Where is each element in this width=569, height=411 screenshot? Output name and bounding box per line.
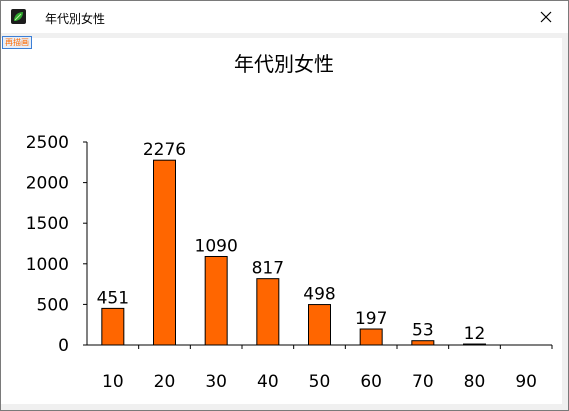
x-tick-label: 40 <box>257 372 279 392</box>
y-tick-label: 1000 <box>26 255 69 275</box>
bar <box>359 328 383 346</box>
y-tick-label: 2500 <box>26 133 69 153</box>
y-tick-label: 1500 <box>26 214 69 234</box>
bar <box>256 278 280 346</box>
chart-title: 年代別女性 <box>234 52 334 76</box>
redraw-button[interactable]: 再描画 <box>2 36 32 49</box>
bar <box>101 307 125 346</box>
close-icon <box>540 8 552 27</box>
window-title: 年代別女性 <box>45 12 106 26</box>
close-button[interactable] <box>524 1 568 33</box>
title-bar[interactable]: 年代別女性 <box>1 1 568 33</box>
x-tick-label: 90 <box>515 372 537 392</box>
bar <box>463 343 486 346</box>
data-label: 2276 <box>143 140 186 160</box>
x-tick-label: 50 <box>309 372 331 392</box>
bar <box>308 304 331 346</box>
y-tick-label: 500 <box>37 295 69 315</box>
chart-area <box>1 38 568 410</box>
data-label: 451 <box>97 288 129 308</box>
x-tick-label: 10 <box>102 372 124 392</box>
bar <box>153 159 176 346</box>
tool-strip <box>1 33 568 38</box>
x-tick-label: 20 <box>154 372 176 392</box>
bar <box>411 340 435 346</box>
data-label: 197 <box>355 309 387 329</box>
data-label: 53 <box>412 321 434 341</box>
x-tick-label: 30 <box>205 372 227 392</box>
y-tick-label: 2000 <box>26 174 69 194</box>
bar <box>204 255 228 346</box>
data-label: 12 <box>464 324 486 344</box>
y-tick-label: 0 <box>58 336 69 356</box>
data-label: 817 <box>252 259 284 279</box>
data-label: 498 <box>303 285 335 305</box>
x-tick-label: 70 <box>412 372 434 392</box>
x-tick-label: 60 <box>360 372 382 392</box>
x-tick-label: 80 <box>464 372 486 392</box>
data-label: 1090 <box>195 236 238 256</box>
leaf-app-icon <box>11 9 26 24</box>
